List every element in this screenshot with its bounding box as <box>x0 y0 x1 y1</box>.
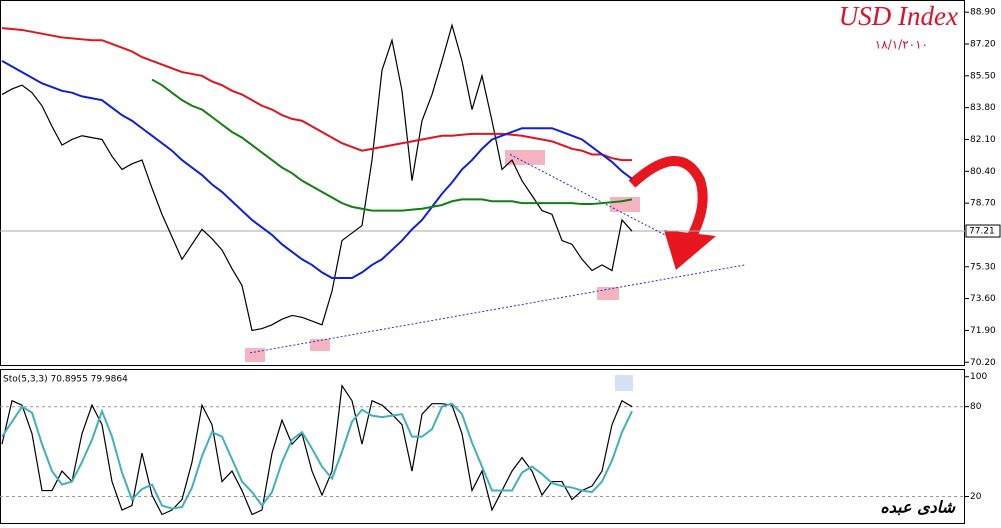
last-value-label: 77.21 <box>969 227 995 237</box>
y-tick-label: 71.90 <box>970 326 996 336</box>
series-line <box>1 402 633 510</box>
highlight <box>597 287 619 300</box>
signature: شادى عبده <box>880 498 955 517</box>
y-tick-label: 83.80 <box>970 103 996 113</box>
y-tick-label: 88.90 <box>970 8 996 18</box>
y-tick-label: 100 <box>970 372 987 382</box>
trend-line <box>509 154 666 236</box>
series-line <box>1 23 633 332</box>
highlight <box>615 375 633 391</box>
main-panel <box>0 0 965 366</box>
y-tick-label: 87.20 <box>970 39 996 49</box>
y-tick-label: 20 <box>970 492 982 502</box>
y-tick-label: 82.10 <box>970 135 996 145</box>
highlight <box>310 339 330 351</box>
y-tick-label: 78.70 <box>970 199 996 209</box>
indicator-label: Sto(5,3,3) 70.8955 79.9864 <box>3 375 128 385</box>
oscillator-panel <box>0 369 965 524</box>
series-line <box>1 27 632 162</box>
y-tick-label: 80 <box>970 402 982 412</box>
arrow-head <box>664 230 716 270</box>
highlight <box>610 197 640 212</box>
y-tick-label: 85.50 <box>970 71 996 81</box>
series-line <box>1 59 633 280</box>
series-line <box>151 78 633 212</box>
highlight <box>505 150 545 165</box>
y-tick-label: 75.30 <box>970 262 996 272</box>
highlight <box>245 348 265 362</box>
arrow <box>628 156 708 239</box>
chart-subtitle: ١٨/١/٢٠١٠ <box>875 38 928 52</box>
y-tick-label: 73.60 <box>970 294 996 304</box>
chart-title: USD Index <box>839 1 958 31</box>
y-tick-label: 80.40 <box>970 167 996 177</box>
y-tick-label: 70.20 <box>970 358 996 368</box>
series-line <box>1 384 633 516</box>
last-value-box <box>965 224 1001 238</box>
